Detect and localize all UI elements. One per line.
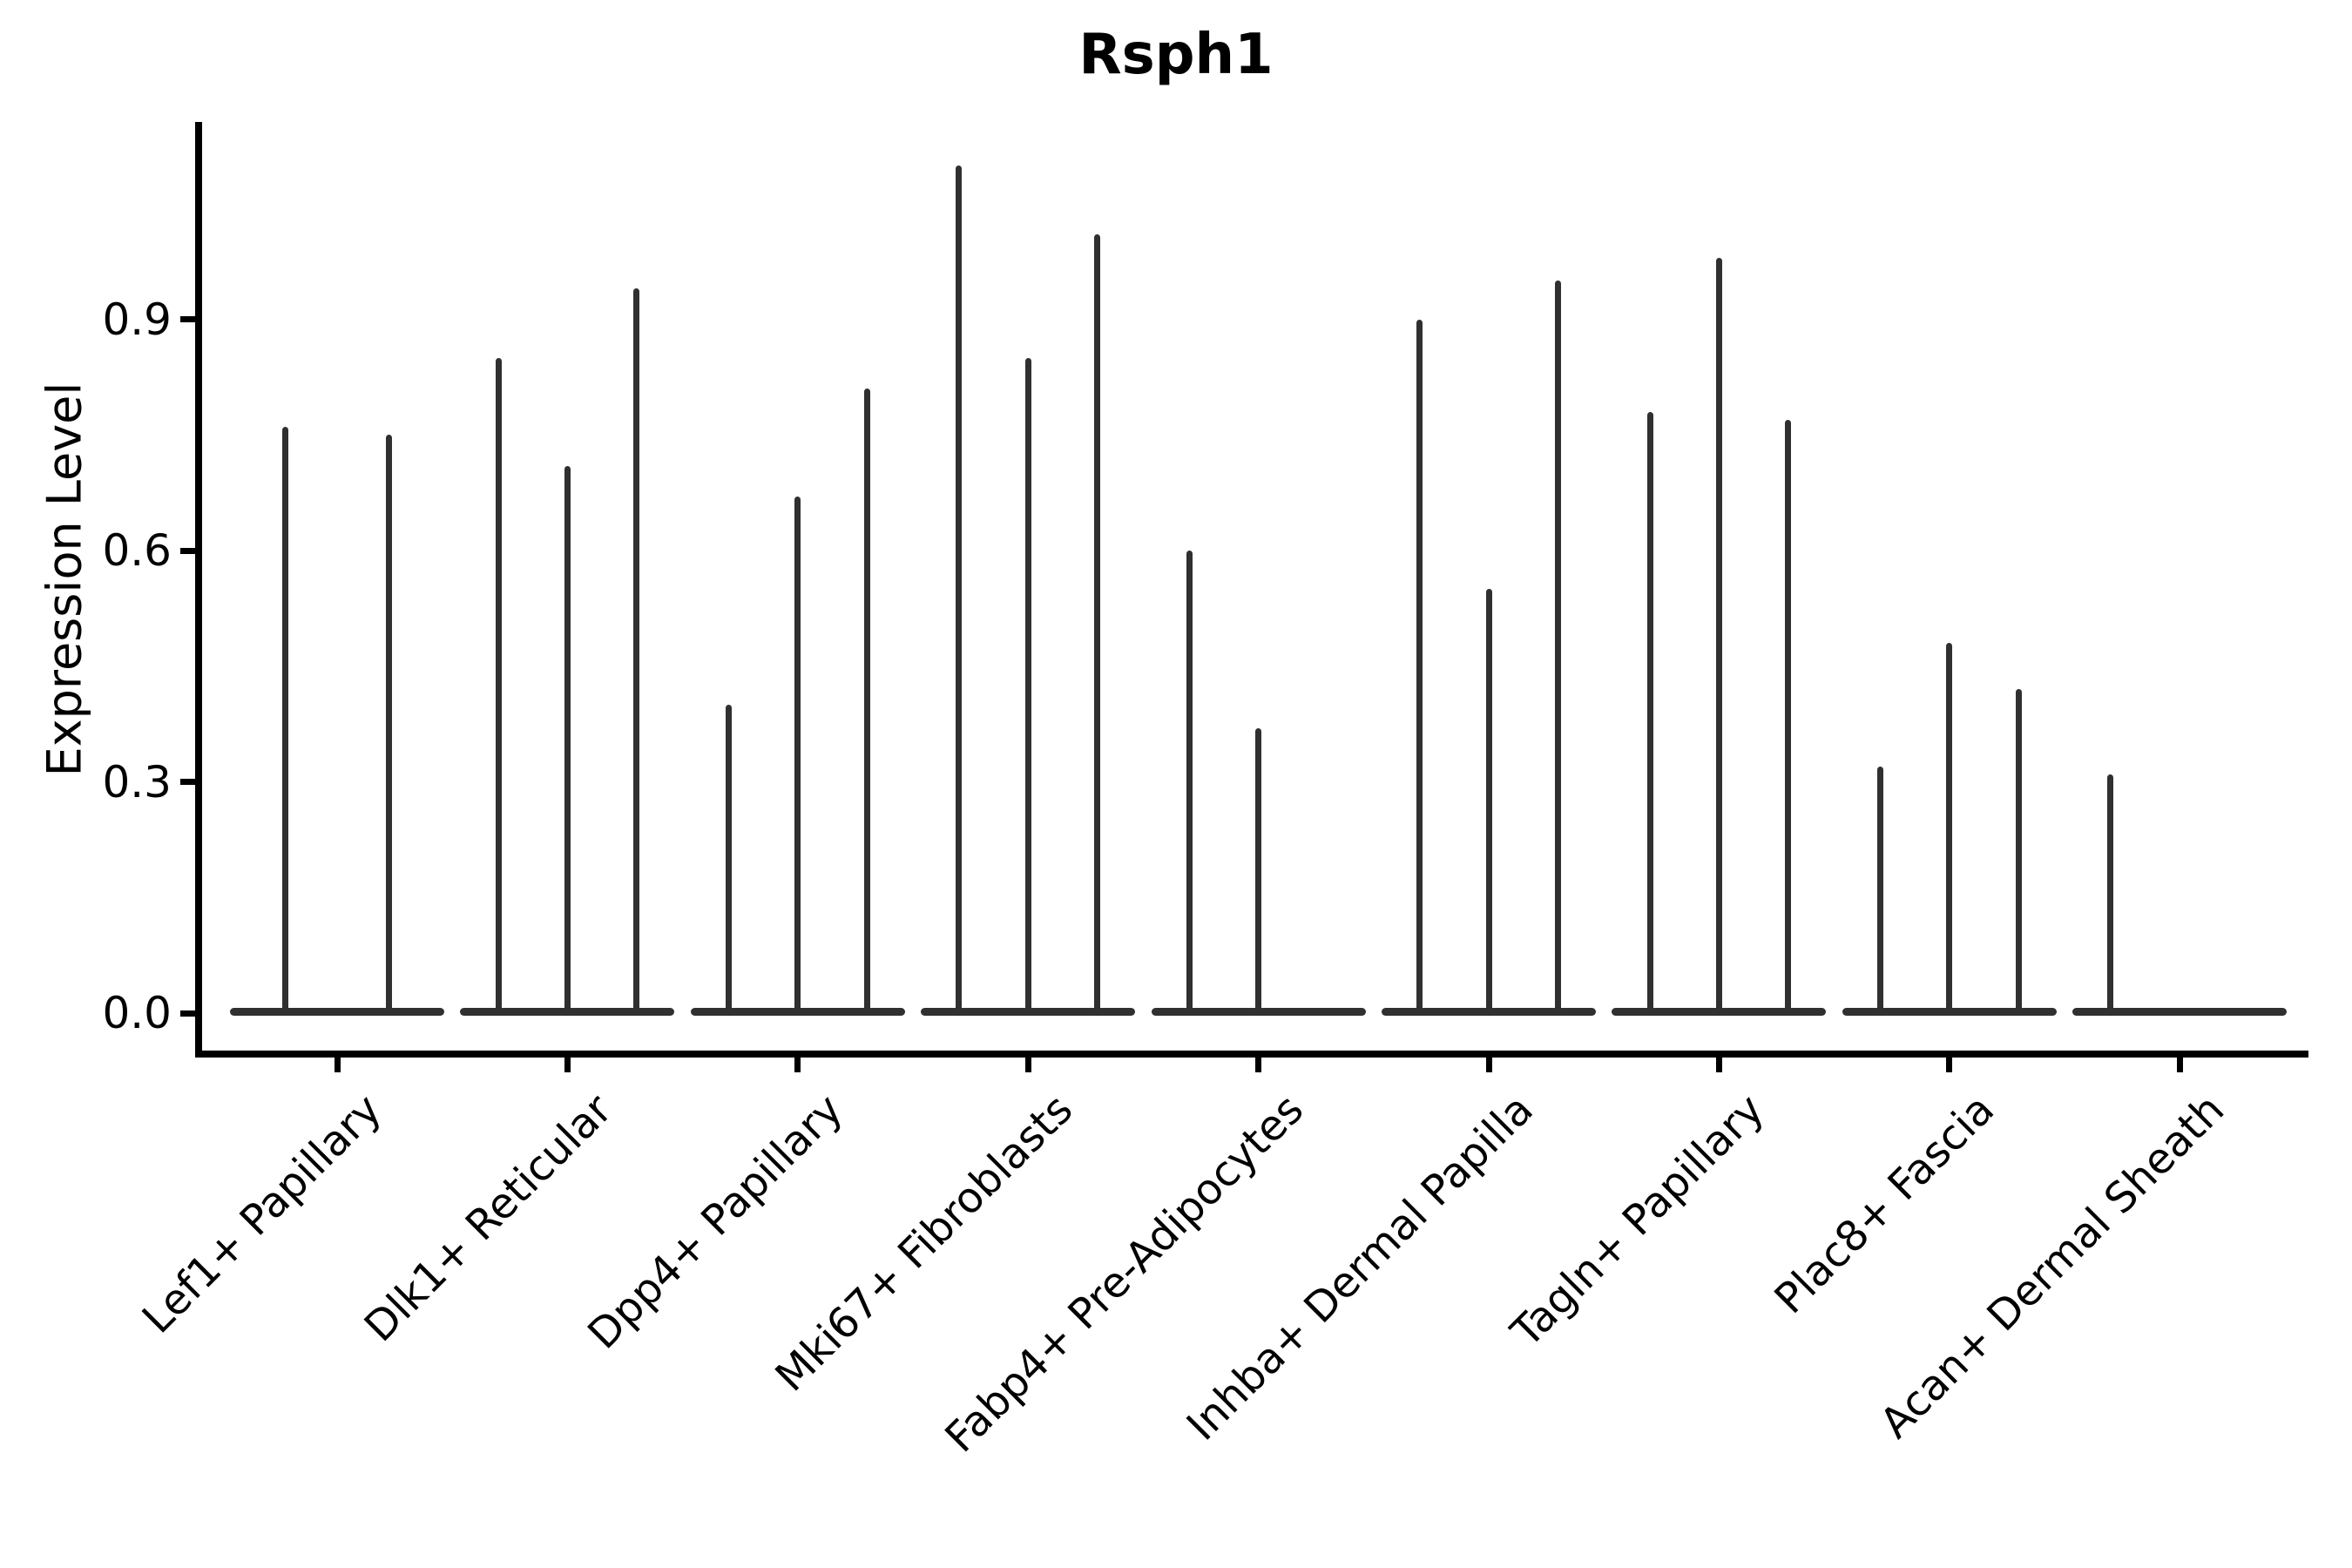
x-tick-label: Plac8+ Fascia (1765, 1085, 2004, 1324)
violin-spike (725, 705, 732, 1013)
x-tick (1024, 1058, 1031, 1072)
x-tick (1485, 1058, 1492, 1072)
violin-spike (1186, 551, 1193, 1013)
violin-spike (1416, 319, 1423, 1013)
y-axis-label: Expression Level (37, 382, 92, 777)
y-tick-label: 0.0 (102, 988, 172, 1038)
violin-spike (495, 357, 502, 1013)
x-tick (794, 1058, 801, 1072)
y-tick (180, 779, 195, 785)
violin-spike (282, 427, 288, 1013)
violin-spike (1946, 643, 1953, 1013)
violin-spike (385, 435, 392, 1013)
y-tick-label: 0.3 (102, 756, 172, 808)
violin-base (2072, 1008, 2288, 1016)
x-tick (2176, 1058, 2183, 1072)
y-tick (180, 316, 195, 322)
violin-spike (1094, 234, 1101, 1013)
violin-spike (1785, 419, 1792, 1013)
x-tick-label: Dpp4+ Papillary (578, 1085, 852, 1359)
violin-spike (633, 288, 640, 1013)
violin-spike (1024, 357, 1031, 1013)
violin-spike (1715, 257, 1722, 1013)
violin-spike (2107, 774, 2114, 1013)
violin-spike (863, 389, 870, 1013)
x-tick-label: Tagln+ Papillary (1501, 1085, 1774, 1357)
violin-spike (794, 497, 801, 1013)
chart-title: Rsph1 (1078, 23, 1274, 87)
violin-spike (1646, 411, 1653, 1013)
x-tick (1946, 1058, 1953, 1072)
x-tick (564, 1058, 571, 1072)
violin-spike (564, 465, 571, 1013)
violin-spike (1485, 589, 1492, 1013)
y-tick (180, 1010, 195, 1017)
x-tick (1715, 1058, 1722, 1072)
violin-spike (956, 165, 963, 1013)
x-tick (334, 1058, 341, 1072)
violin-spike (1255, 727, 1262, 1013)
x-axis-spine (195, 1051, 2308, 1058)
y-tick (180, 547, 195, 554)
violin-spike (1554, 280, 1561, 1013)
y-tick-label: 0.6 (102, 525, 172, 576)
y-axis-spine (195, 122, 202, 1058)
violin-spike (1876, 766, 1883, 1013)
violin-base (230, 1008, 444, 1016)
x-tick (1255, 1058, 1262, 1072)
x-tick-label: Dlk1+ Reticular (355, 1085, 622, 1352)
violin-spike (2015, 689, 2022, 1013)
y-tick-label: 0.9 (102, 294, 172, 345)
x-tick-label: Lef1+ Papillary (133, 1085, 392, 1343)
